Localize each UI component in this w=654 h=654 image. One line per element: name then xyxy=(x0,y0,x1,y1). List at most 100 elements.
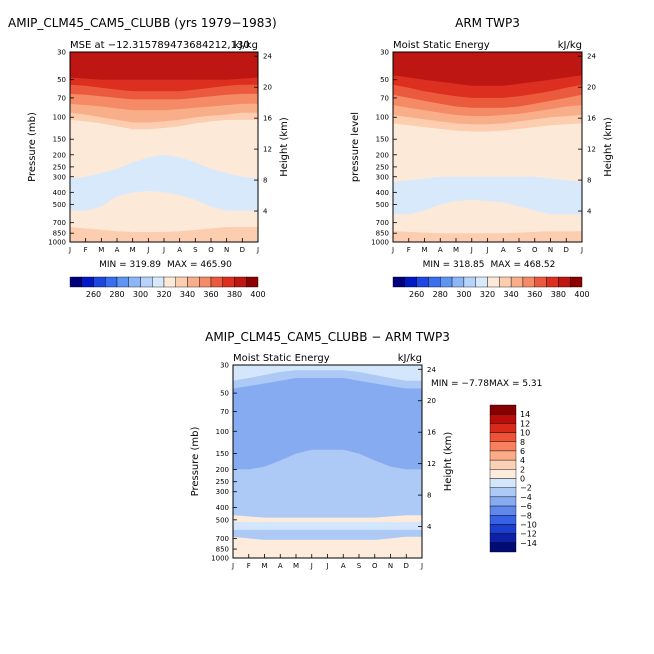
y-tick-label: 150 xyxy=(216,450,229,458)
x-tick-label: M xyxy=(130,246,136,254)
colorbar-box xyxy=(210,276,223,288)
panel-difference-mse: J F M A M J J A S O N D J305070100150200250300400500… xyxy=(190,330,542,570)
colorbar-box xyxy=(105,276,118,288)
colorbar-box xyxy=(428,276,441,288)
colorbar-box xyxy=(489,441,517,452)
colorbar-label: 260 xyxy=(409,290,424,299)
colorbar-box xyxy=(487,276,500,288)
x-tick-label: J xyxy=(470,246,473,254)
x-tick-label: A xyxy=(438,246,443,254)
y2-axis-label: Height (km) xyxy=(443,432,454,492)
y-tick-label: 250 xyxy=(376,163,389,171)
x-tick-label: S xyxy=(517,246,522,254)
y-tick-label: 70 xyxy=(220,408,229,416)
colorbar-box xyxy=(546,276,559,288)
colorbar-label: 340 xyxy=(503,290,518,299)
panel-title: ARM TWP3 xyxy=(455,16,520,30)
x-tick-label: N xyxy=(224,246,229,254)
colorbar-box xyxy=(489,459,517,470)
x-tick-label: M xyxy=(98,246,104,254)
y-tick-label: 30 xyxy=(380,49,389,57)
x-tick-label: M xyxy=(261,562,267,570)
y-tick-label: 30 xyxy=(220,362,229,370)
y-axis-label: pressure level xyxy=(350,112,361,182)
contour-band xyxy=(233,365,422,381)
y2-axis-label: Height (km) xyxy=(279,117,290,177)
panel-arm-mse: J F M A M J J A S O N D J 30 50 70 100 150 200 250 300 400 500… xyxy=(350,16,614,299)
colorbar-box xyxy=(489,533,517,544)
colorbar-label: 10 xyxy=(520,429,530,438)
x-tick-label: D xyxy=(404,562,409,570)
y2-tick-label: 24 xyxy=(587,53,596,61)
colorbar-box xyxy=(140,276,153,288)
y-tick-label: 70 xyxy=(57,94,66,102)
units-label: kJ/kg xyxy=(558,40,582,51)
x-tick-label: S xyxy=(193,246,198,254)
colorbar-label: 360 xyxy=(203,290,218,299)
y-tick-label: 300 xyxy=(376,173,389,181)
colorbar-box xyxy=(222,276,235,288)
colorbar-box xyxy=(199,276,212,288)
y-tick-label: 250 xyxy=(53,163,66,171)
x-tick-label: O xyxy=(372,562,378,570)
colorbar-label: 400 xyxy=(574,290,589,299)
max-value-text: MAX = 468.52 xyxy=(491,260,556,270)
colorbar-box xyxy=(489,487,517,498)
y-tick-label: 70 xyxy=(380,94,389,102)
y-tick-label: 150 xyxy=(376,136,389,144)
y2-tick-label: 16 xyxy=(263,115,272,123)
y-tick-label: 30 xyxy=(57,49,66,57)
x-tick-label: O xyxy=(532,246,538,254)
y-tick-label: 500 xyxy=(53,201,66,209)
y2-tick-label: 16 xyxy=(587,115,596,123)
y-tick-label: 400 xyxy=(53,189,66,197)
colorbar-box xyxy=(489,413,517,424)
panel-title: AMIP_CLM45_CAM5_CLUBB (yrs 1979−1983) xyxy=(8,16,277,30)
y2-tick-label: 4 xyxy=(427,523,432,531)
y-tick-label: 100 xyxy=(376,114,389,122)
colorbar-box xyxy=(463,276,476,288)
y-tick-label: 850 xyxy=(216,546,229,554)
y-tick-label: 200 xyxy=(53,151,66,159)
colorbar-box xyxy=(246,276,259,288)
colorbar-label: −14 xyxy=(520,539,537,548)
colorbar-label: −10 xyxy=(520,520,537,529)
x-tick-label: A xyxy=(501,246,506,254)
colorbar-box xyxy=(489,505,517,516)
x-tick-label: J xyxy=(580,246,583,254)
y2-tick-label: 20 xyxy=(587,84,596,92)
colorbar-box xyxy=(489,432,517,442)
colorbar-box xyxy=(451,276,465,288)
y-tick-label: 700 xyxy=(53,219,66,227)
x-tick-label: F xyxy=(84,246,88,254)
min-value-text: MIN = −7.78 xyxy=(431,379,489,389)
min-value-text: MIN = 319.89 xyxy=(99,260,161,270)
x-tick-label: D xyxy=(564,246,569,254)
colorbar-box xyxy=(93,276,106,288)
colorbar-box xyxy=(489,515,517,525)
y-tick-label: 400 xyxy=(376,189,389,197)
colorbar-box xyxy=(187,276,200,288)
y2-tick-label: 12 xyxy=(263,146,272,154)
colorbar-label: 6 xyxy=(520,447,525,456)
panel-subtitle: MSE at −12.315789473684212,130 xyxy=(70,40,250,51)
y-axis-label: Pressure (mb) xyxy=(190,427,201,497)
colorbar-label: 380 xyxy=(551,290,566,299)
y-tick-label: 500 xyxy=(216,516,229,524)
y-tick-label: 150 xyxy=(53,136,66,144)
x-tick-label: M xyxy=(453,246,459,254)
x-tick-label: J xyxy=(162,246,165,254)
colorbar-label: 300 xyxy=(456,290,471,299)
panel-model-mse: J F M A M J J A S O N D J 30 50 70 100 150 200 250 300 400 500… xyxy=(8,16,290,299)
colorbar-box xyxy=(522,276,535,288)
colorbar-box xyxy=(499,276,512,288)
x-tick-label: N xyxy=(548,246,553,254)
colorbar-box xyxy=(175,276,188,288)
colorbar-box xyxy=(81,276,94,288)
colorbar-label: 8 xyxy=(520,438,525,447)
x-tick-label: J xyxy=(256,246,259,254)
x-tick-label: J xyxy=(420,562,423,570)
x-tick-label: M xyxy=(293,562,299,570)
colorbar-box xyxy=(475,276,488,288)
y-tick-label: 50 xyxy=(57,76,66,84)
